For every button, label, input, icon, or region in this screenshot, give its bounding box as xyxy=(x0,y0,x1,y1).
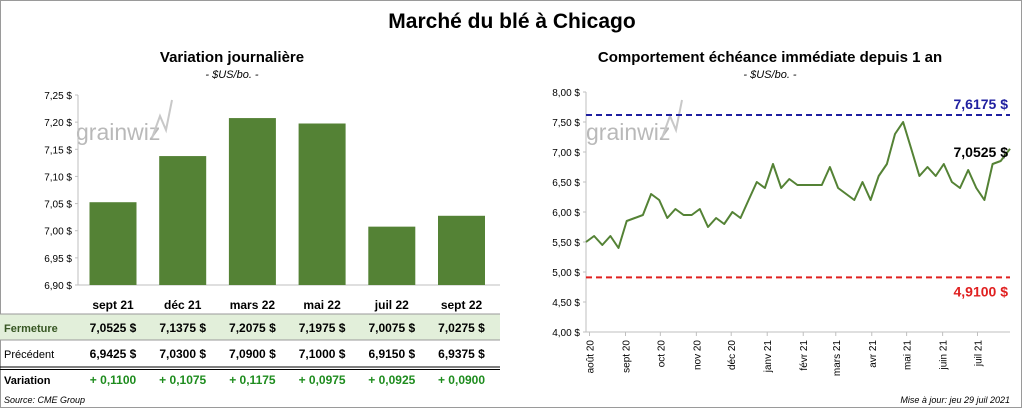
last-value-label: 7,0525 $ xyxy=(954,144,1009,160)
right-series: 7,0525 $ xyxy=(585,121,1011,249)
right-y-tick-label: 5,00 $ xyxy=(552,268,580,279)
left-x-label: mai 22 xyxy=(303,298,341,312)
left-y-tick-label: 7,00 $ xyxy=(44,227,72,238)
price-line xyxy=(585,121,1011,249)
right-x-tick-label: août 20 xyxy=(585,340,596,374)
table-cell: 7,1975 $ xyxy=(299,321,346,335)
left-x-labels: sept 21 déc 21 mars 22 mai 22 juil 22 sept 22 xyxy=(92,298,482,312)
table-cell: + 0,0900 xyxy=(438,373,485,387)
right-reference-lines: 7,6175 $ 4,9100 $ xyxy=(586,96,1010,299)
page-title: Marché du blé à Chicago xyxy=(388,10,636,33)
left-y-tick-label: 7,20 $ xyxy=(44,118,72,129)
right-x-tick-label: déc 20 xyxy=(727,340,738,370)
table-cell: 7,0075 $ xyxy=(368,321,415,335)
left-x-label: sept 21 xyxy=(92,298,134,312)
left-chart-unit: - $US/bo. - xyxy=(205,69,259,81)
left-y-ticks: 7,25 $ 7,20 $ 7,15 $ 7,10 $ 7,05 $ 7,00 $ 6,95… xyxy=(44,91,78,292)
source-note: Source: CME Group xyxy=(4,395,85,405)
left-y-tick-label: 7,05 $ xyxy=(44,200,72,211)
table-cell: 6,9425 $ xyxy=(90,347,137,361)
low-label: 4,9100 $ xyxy=(954,283,1009,299)
right-y-tick-label: 8,00 $ xyxy=(552,88,580,99)
right-x-ticks: août 20 sept 20 oct 20 nov 20 déc 20 janv 21 f… xyxy=(585,332,984,376)
grainwiz-watermark-text: grainwiz xyxy=(76,119,160,145)
price-table: Fermeture 7,0525 $ 7,1375 $ 7,2075 $ 7,1975 … xyxy=(4,321,485,387)
table-cell: 7,1000 $ xyxy=(299,347,346,361)
fermeture-row-bg xyxy=(0,314,500,340)
watermark-mark xyxy=(151,99,173,139)
right-x-tick-label: mai 21 xyxy=(903,340,914,370)
bar-1 xyxy=(159,156,207,285)
table-cell: 7,1375 $ xyxy=(159,321,206,335)
right-chart-unit: - $US/bo. - xyxy=(743,69,797,81)
right-y-tick-label: 4,00 $ xyxy=(552,328,580,339)
daily-variation-panel: Variation journalière - $US/bo. - grainw… xyxy=(0,49,500,405)
right-y-ticks: 8,00 $ 7,50 $ 7,00 $ 6,50 $ 6,00 $ 5,50 $ 5,00… xyxy=(552,88,586,339)
right-x-tick-label: oct 20 xyxy=(656,340,667,368)
table-row-label: Fermeture xyxy=(4,323,58,335)
table-row-label: Précédent xyxy=(4,349,54,361)
left-y-tick-label: 6,95 $ xyxy=(44,254,72,265)
table-cell: + 0,1100 xyxy=(90,373,137,387)
left-y-tick-label: 6,90 $ xyxy=(44,281,72,292)
table-cell: 6,9375 $ xyxy=(438,347,485,361)
left-x-label: déc 21 xyxy=(164,298,202,312)
left-x-label: mars 22 xyxy=(230,298,276,312)
right-y-tick-label: 6,50 $ xyxy=(552,178,580,189)
high-label: 7,6175 $ xyxy=(954,96,1009,112)
right-x-tick-label: sept 20 xyxy=(621,340,632,373)
right-x-tick-label: janv 21 xyxy=(763,340,774,374)
table-row-label: Variation xyxy=(4,375,51,387)
bar-0 xyxy=(89,202,137,285)
table-cell: 6,9150 $ xyxy=(368,347,415,361)
grainwiz-watermark-text: grainwiz xyxy=(586,119,670,145)
table-cell: 7,0525 $ xyxy=(90,321,137,335)
right-y-tick-label: 4,50 $ xyxy=(552,298,580,309)
bar-2 xyxy=(228,118,276,285)
table-cell: + 0,0975 xyxy=(299,373,346,387)
table-cell: + 0,0925 xyxy=(368,373,415,387)
right-x-tick-label: avr 21 xyxy=(868,340,879,368)
left-chart-title: Variation journalière xyxy=(160,49,304,66)
right-y-tick-label: 7,50 $ xyxy=(552,118,580,129)
bar-5 xyxy=(438,215,485,285)
right-y-tick-label: 6,00 $ xyxy=(552,208,580,219)
table-cell: 7,0900 $ xyxy=(229,347,276,361)
left-x-label: juil 22 xyxy=(374,298,409,312)
table-cell: 7,2075 $ xyxy=(229,321,276,335)
right-y-tick-label: 7,00 $ xyxy=(552,148,580,159)
right-x-tick-label: févr 21 xyxy=(799,340,810,371)
grainwiz-watermark-left: grainwiz xyxy=(76,99,173,145)
right-x-tick-label: mars 21 xyxy=(832,340,843,377)
bar-3 xyxy=(298,123,346,285)
front-month-panel: Comportement échéance immédiate depuis 1… xyxy=(552,49,1011,405)
left-y-tick-label: 7,25 $ xyxy=(44,91,72,102)
table-cell: + 0,1075 xyxy=(159,373,206,387)
table-cell: 7,0300 $ xyxy=(159,347,206,361)
right-y-tick-label: 5,50 $ xyxy=(552,238,580,249)
right-x-tick-label: juil 21 xyxy=(973,340,984,368)
grainwiz-watermark-right: grainwiz xyxy=(586,99,683,145)
right-x-tick-label: juin 21 xyxy=(939,340,950,371)
left-y-tick-label: 7,10 $ xyxy=(44,172,72,183)
bar-4 xyxy=(368,226,416,285)
table-cell: + 0,1175 xyxy=(229,373,276,387)
table-cell: 7,0275 $ xyxy=(438,321,485,335)
right-x-tick-label: nov 20 xyxy=(692,340,703,370)
left-bars xyxy=(89,118,485,285)
right-chart-title: Comportement échéance immédiate depuis 1… xyxy=(598,49,942,66)
update-note: Mise à jour: jeu 29 juil 2021 xyxy=(900,395,1010,405)
left-x-label: sept 22 xyxy=(441,298,483,312)
left-y-tick-label: 7,15 $ xyxy=(44,145,72,156)
